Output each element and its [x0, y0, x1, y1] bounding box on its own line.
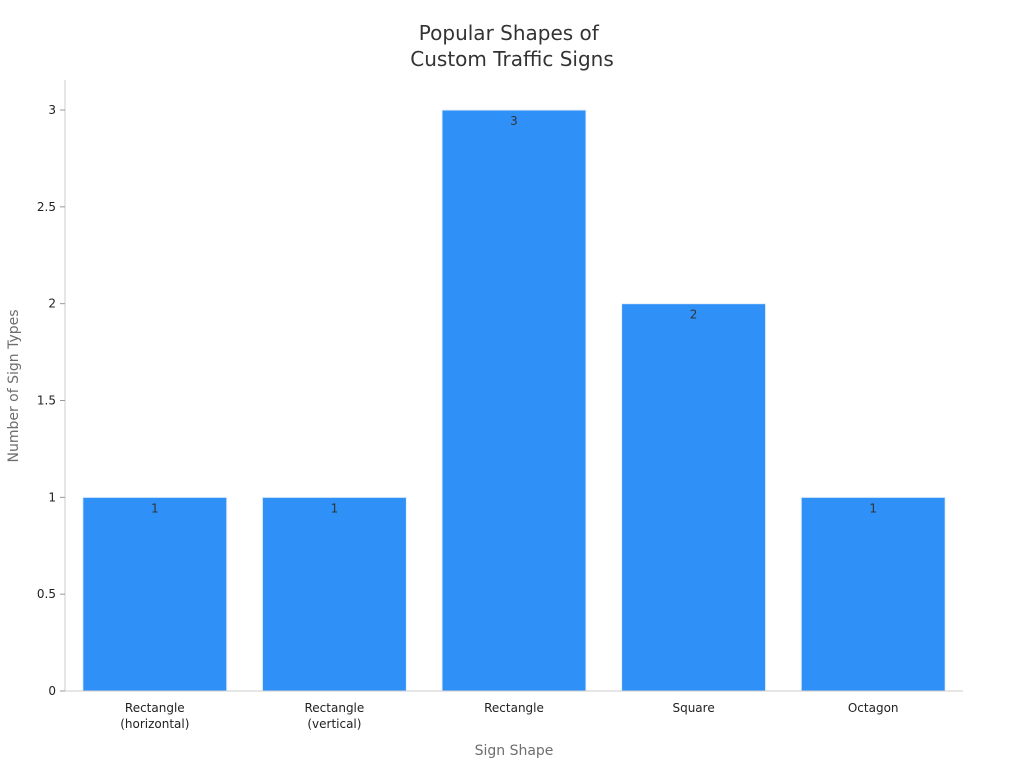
- x-tick-label-0-line-1: (horizontal): [120, 717, 189, 731]
- bar-3: [621, 303, 767, 692]
- data-label-3: 2: [690, 308, 698, 322]
- y-tick-label-1: 0.5: [37, 587, 56, 601]
- axes-layer: Rectangle (horizontal) Rectangle (vertical)…: [37, 80, 963, 731]
- x-tick-label-2: Rectangle: [484, 701, 544, 715]
- x-tick-label-4: Octagon: [848, 701, 899, 715]
- x-tick-label-1-line-1: (vertical): [307, 717, 361, 731]
- x-tick-label-0: Rectangle (horizontal): [120, 701, 189, 731]
- x-tick-label-1-line-0: Rectangle: [305, 701, 365, 715]
- y-tick-label-2: 1: [48, 490, 56, 504]
- data-label-1: 1: [331, 501, 339, 515]
- data-label-4: 1: [869, 501, 877, 515]
- chart-title-line-2: Custom Traffic Signs: [410, 47, 613, 71]
- x-tick-label-3-line-0: Square: [672, 701, 714, 715]
- x-tick-label-1: Rectangle (vertical): [305, 701, 365, 731]
- x-tick-label-2-line-0: Rectangle: [484, 701, 544, 715]
- x-axis-label: Sign Shape: [475, 743, 554, 759]
- x-tick-label-3: Square: [672, 701, 714, 715]
- y-tick-label-0: 0: [48, 684, 56, 698]
- chart-title-line-1: Popular Shapes of: [419, 21, 600, 45]
- y-tick-label-4: 2: [48, 297, 56, 311]
- y-tick-label-5: 2.5: [37, 200, 56, 214]
- bar-4: [800, 496, 946, 692]
- chart-title: Popular Shapes of Custom Traffic Signs: [410, 21, 613, 71]
- x-tick-label-0-line-0: Rectangle: [125, 701, 185, 715]
- data-label-2: 3: [510, 114, 518, 128]
- bars-layer: 1 1 3 2 1: [82, 109, 946, 692]
- bar-2: [441, 109, 587, 692]
- data-label-0: 1: [151, 501, 159, 515]
- x-tick-label-4-line-0: Octagon: [848, 701, 899, 715]
- y-axis-label: Number of Sign Types: [6, 309, 22, 462]
- bar-1: [261, 496, 407, 692]
- y-tick-label-6: 3: [48, 103, 56, 117]
- y-tick-label-3: 1.5: [37, 394, 56, 408]
- bar-0: [82, 496, 228, 692]
